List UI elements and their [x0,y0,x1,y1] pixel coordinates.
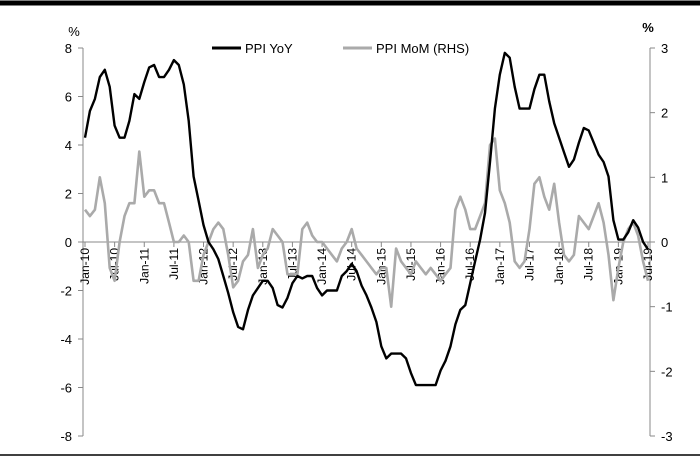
legend-label-ppi-yoy: PPI YoY [245,41,293,56]
x-tick-label: Jan-17 [493,248,507,285]
right-y-tick-label: -3 [661,429,673,444]
axes [82,48,651,436]
left-axis-unit: % [68,24,80,39]
x-tick-label: Jan-18 [552,248,566,285]
right-axis-unit: % [642,20,654,35]
x-tick-label: Jan-14 [315,248,329,285]
left-y-axis-ticks: 8 6 4 2 0 -2 -4 -6 -8 [60,41,83,444]
right-y-tick-label: 3 [661,41,668,56]
right-y-tick-label: -1 [661,300,673,315]
legend-label-ppi-mom: PPI MoM (RHS) [376,41,469,56]
right-y-tick-label: 0 [661,235,668,250]
right-y-tick-label: 1 [661,170,668,185]
x-tick-label: Jul-19 [641,248,655,281]
right-y-tick-label: 2 [661,106,668,121]
series-line-ppi-mom [83,137,650,309]
left-y-tick-label: 4 [65,138,72,153]
x-tick-label: Jul-18 [582,248,596,281]
left-y-tick-label: 8 [65,41,72,56]
left-y-tick-label: 0 [65,235,72,250]
x-tick-label: Jul-11 [167,248,181,280]
left-y-tick-label: 6 [65,90,72,105]
left-y-tick-label: -6 [60,381,72,396]
x-tick-label: Jan-11 [137,248,151,284]
series-layer [83,51,650,387]
x-tick-label: Jan-10 [78,248,92,285]
legend: PPI YoY PPI MoM (RHS) [212,41,469,56]
right-y-axis-ticks: 3 2 1 0 -1 -2 -3 [650,41,673,444]
right-y-tick-label: -2 [661,364,673,379]
left-y-tick-label: -4 [60,332,72,347]
left-y-tick-label: 2 [65,187,72,202]
x-tick-label: Jan-13 [256,248,270,285]
x-tick-label: Jul-15 [404,248,418,281]
x-tick-label: Jul-13 [285,248,299,281]
left-y-tick-label: -8 [60,429,72,444]
series-line-ppi-yoy [83,51,649,387]
x-tick-label: Jan-15 [374,248,388,285]
left-y-tick-label: -2 [60,284,72,299]
